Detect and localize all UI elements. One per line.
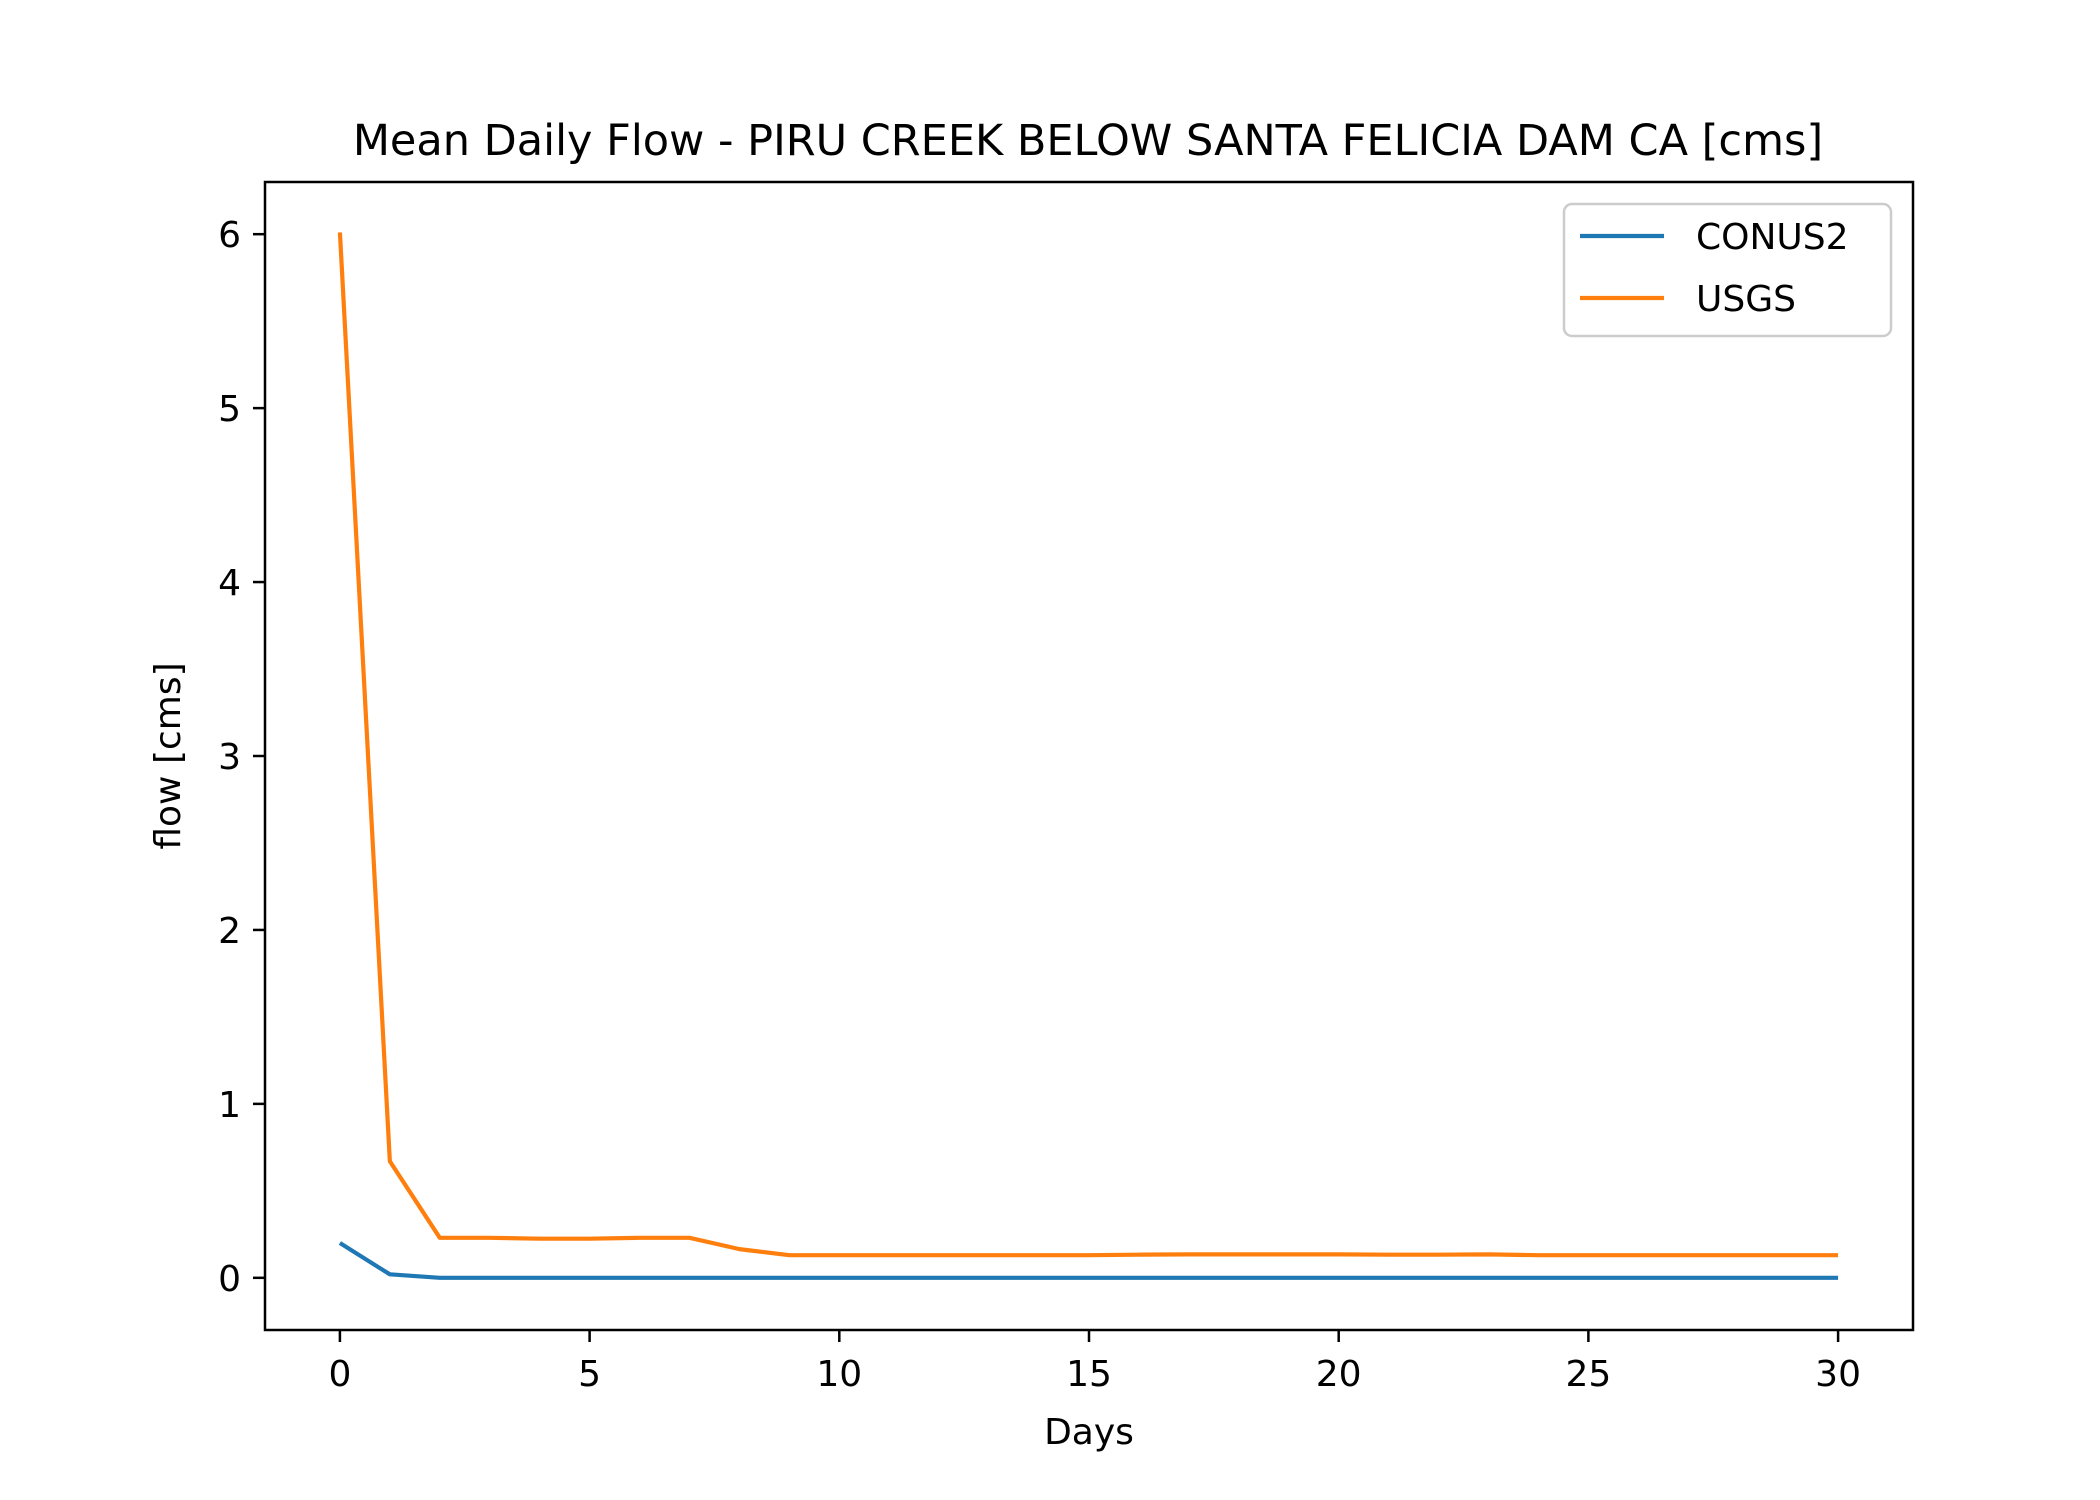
- data-point-conus2: [1337, 1276, 1341, 1280]
- data-point-usgs: [787, 1253, 791, 1257]
- data-point-usgs: [1037, 1253, 1041, 1257]
- data-point-usgs: [1786, 1253, 1790, 1257]
- data-point-usgs: [687, 1236, 691, 1240]
- data-point-conus2: [538, 1276, 542, 1280]
- data-point-conus2: [488, 1276, 492, 1280]
- data-point-conus2: [1037, 1276, 1041, 1280]
- data-point-conus2: [837, 1276, 841, 1280]
- y-axis-label: flow [cms]: [148, 662, 189, 849]
- x-axis-label: Days: [1044, 1412, 1134, 1453]
- data-point-conus2: [1436, 1276, 1440, 1280]
- y-tick-label: 2: [218, 911, 241, 952]
- x-tick-label: 20: [1316, 1354, 1362, 1395]
- data-point-conus2: [937, 1276, 941, 1280]
- y-tick-label: 6: [218, 215, 241, 256]
- series-line-conus2: [338, 1241, 1839, 1280]
- data-point-conus2: [1636, 1276, 1640, 1280]
- x-tick-label: 30: [1815, 1354, 1861, 1395]
- data-point-conus2: [1736, 1276, 1740, 1280]
- series-line-usgs: [337, 232, 1839, 1258]
- x-tick-label: 10: [816, 1354, 862, 1395]
- data-point-usgs: [987, 1253, 991, 1257]
- data-point-usgs: [1387, 1253, 1391, 1257]
- data-point-usgs: [388, 1159, 392, 1163]
- data-point-usgs: [937, 1253, 941, 1257]
- data-point-conus2: [588, 1276, 592, 1280]
- data-point-usgs: [1187, 1252, 1191, 1256]
- chart-title: Mean Daily Flow - PIRU CREEK BELOW SANTA…: [353, 116, 1823, 166]
- data-point-conus2: [1836, 1276, 1840, 1280]
- y-tick-label: 5: [218, 389, 241, 430]
- data-point-usgs: [1586, 1253, 1590, 1257]
- data-point-usgs: [737, 1247, 741, 1251]
- data-point-usgs: [1836, 1253, 1840, 1257]
- data-point-conus2: [388, 1272, 392, 1276]
- x-tick-label: 15: [1066, 1354, 1112, 1395]
- y-axis: 0 1 2 3 4 5 6: [218, 215, 265, 1300]
- data-point-conus2: [1586, 1276, 1590, 1280]
- data-point-conus2: [887, 1276, 891, 1280]
- x-tick-label: 5: [578, 1354, 601, 1395]
- x-tick-label: 25: [1565, 1354, 1611, 1395]
- data-point-usgs: [1436, 1253, 1440, 1257]
- data-point-conus2: [1237, 1276, 1241, 1280]
- data-point-conus2: [1786, 1276, 1790, 1280]
- data-point-usgs: [637, 1236, 641, 1240]
- data-point-usgs: [1686, 1253, 1690, 1257]
- y-tick-label: 0: [218, 1259, 241, 1300]
- data-point-conus2: [1287, 1276, 1291, 1280]
- data-point-usgs: [1287, 1252, 1291, 1256]
- data-point-conus2: [1686, 1276, 1690, 1280]
- data-point-usgs: [1736, 1253, 1740, 1257]
- data-point-usgs: [488, 1236, 492, 1240]
- data-point-usgs: [887, 1253, 891, 1257]
- data-point-usgs: [1536, 1253, 1540, 1257]
- legend: CONUS2 USGS: [1562, 202, 1893, 338]
- data-point-usgs: [538, 1237, 542, 1241]
- data-point-conus2: [787, 1276, 791, 1280]
- legend-label-usgs: USGS: [1696, 279, 1796, 320]
- y-tick-label: 4: [218, 563, 241, 604]
- data-point-usgs: [1237, 1252, 1241, 1256]
- data-point-usgs: [1486, 1252, 1490, 1256]
- data-point-usgs: [1337, 1252, 1341, 1256]
- data-point-conus2: [637, 1276, 641, 1280]
- data-point-usgs: [338, 230, 342, 234]
- data-point-conus2: [737, 1276, 741, 1280]
- data-point-conus2: [1187, 1276, 1191, 1280]
- y-tick-label: 3: [218, 737, 241, 778]
- data-point-conus2: [1486, 1276, 1490, 1280]
- data-point-usgs: [438, 1236, 442, 1240]
- data-point-conus2: [687, 1276, 691, 1280]
- data-point-conus2: [1387, 1276, 1391, 1280]
- data-point-conus2: [987, 1276, 991, 1280]
- data-point-conus2: [1087, 1276, 1091, 1280]
- data-point-conus2: [438, 1276, 442, 1280]
- data-point-usgs: [1137, 1253, 1141, 1257]
- data-point-usgs: [1087, 1253, 1091, 1257]
- series-layer: [337, 230, 1840, 1280]
- data-point-usgs: [837, 1253, 841, 1257]
- data-point-usgs: [1636, 1253, 1640, 1257]
- data-point-conus2: [1536, 1276, 1540, 1280]
- data-point-usgs: [588, 1237, 592, 1241]
- x-tick-label: 0: [328, 1354, 351, 1395]
- data-point-conus2: [1137, 1276, 1141, 1280]
- x-axis: 0 5 10 15 20 25 30: [328, 1330, 1861, 1395]
- data-point-conus2: [338, 1241, 342, 1245]
- y-tick-label: 1: [218, 1085, 241, 1126]
- legend-label-conus2: CONUS2: [1696, 217, 1849, 258]
